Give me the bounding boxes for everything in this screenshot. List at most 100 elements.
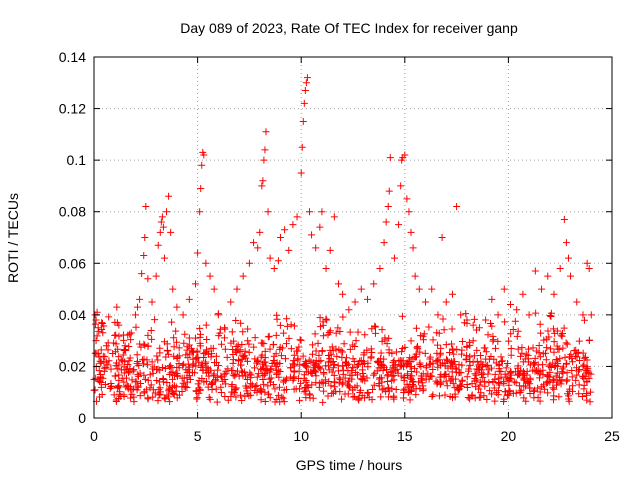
data-point	[172, 327, 180, 335]
data-point	[425, 360, 433, 368]
data-point	[261, 398, 269, 406]
data-point	[471, 394, 479, 402]
data-point	[446, 349, 454, 357]
data-point	[283, 315, 291, 323]
data-point	[541, 349, 549, 357]
data-point	[121, 358, 129, 366]
data-point	[233, 343, 241, 351]
data-point	[353, 362, 361, 370]
data-point	[154, 356, 162, 364]
data-point	[463, 373, 471, 381]
data-point	[370, 371, 378, 379]
data-point	[458, 361, 466, 369]
data-point	[265, 375, 273, 383]
data-point	[535, 374, 543, 382]
data-point	[173, 353, 181, 361]
data-point	[159, 223, 167, 231]
data-point	[147, 326, 155, 334]
data-point	[193, 354, 201, 362]
data-point	[572, 346, 580, 354]
data-point	[326, 246, 334, 254]
data-point	[385, 393, 393, 401]
data-point	[515, 370, 523, 378]
data-point	[545, 333, 553, 341]
data-point	[463, 319, 471, 327]
data-point	[299, 117, 307, 125]
data-point	[501, 388, 509, 396]
data-point	[161, 364, 169, 372]
data-point	[179, 361, 187, 369]
data-point	[237, 319, 245, 327]
data-point	[562, 377, 570, 385]
data-point	[183, 346, 191, 354]
data-point	[91, 349, 99, 357]
data-point	[498, 357, 506, 365]
data-point	[238, 355, 246, 363]
data-point	[312, 244, 320, 252]
data-point	[216, 329, 224, 337]
data-point	[422, 298, 430, 306]
data-point	[119, 351, 127, 359]
data-point	[272, 331, 280, 339]
data-point	[336, 388, 344, 396]
data-point	[487, 352, 495, 360]
data-point	[231, 372, 239, 380]
data-point	[441, 370, 449, 378]
data-point	[308, 370, 316, 378]
data-point	[115, 332, 123, 340]
data-point	[189, 348, 197, 356]
data-point	[469, 358, 477, 366]
data-point	[492, 359, 500, 367]
data-point	[318, 208, 326, 216]
data-point	[526, 361, 534, 369]
data-point	[350, 392, 358, 400]
data-point	[169, 285, 177, 293]
data-point	[234, 367, 242, 375]
data-point	[369, 386, 377, 394]
data-point	[585, 264, 593, 272]
data-point	[289, 221, 297, 229]
data-point	[166, 362, 174, 370]
data-point	[315, 351, 323, 359]
data-point	[144, 361, 152, 369]
data-point	[97, 358, 105, 366]
data-point	[437, 349, 445, 357]
data-point	[404, 371, 412, 379]
data-point	[245, 340, 253, 348]
data-point	[376, 264, 384, 272]
data-point	[302, 394, 310, 402]
data-point	[329, 364, 337, 372]
data-point	[432, 377, 440, 385]
data-point	[514, 345, 522, 353]
data-point	[575, 357, 583, 365]
data-point	[296, 396, 304, 404]
data-point	[238, 341, 246, 349]
data-point	[230, 389, 238, 397]
data-point	[294, 356, 302, 364]
data-point	[254, 244, 262, 252]
data-point	[112, 362, 120, 370]
data-point	[111, 318, 119, 326]
data-point	[183, 374, 191, 382]
data-point	[580, 385, 588, 393]
data-point	[458, 337, 466, 345]
data-point	[406, 363, 414, 371]
data-point	[458, 346, 466, 354]
data-point	[560, 215, 568, 223]
data-point	[147, 381, 155, 389]
data-point	[137, 343, 145, 351]
data-point	[529, 344, 537, 352]
data-point	[428, 392, 436, 400]
data-point	[494, 311, 502, 319]
data-point	[368, 325, 376, 333]
data-point	[302, 377, 310, 385]
data-point	[502, 364, 510, 372]
data-point	[360, 359, 368, 367]
data-point	[458, 377, 466, 385]
data-point	[525, 311, 533, 319]
data-point	[536, 397, 544, 405]
x-tick-label: 5	[194, 428, 202, 444]
data-point	[345, 377, 353, 385]
data-point	[264, 382, 272, 390]
data-point	[383, 366, 391, 374]
